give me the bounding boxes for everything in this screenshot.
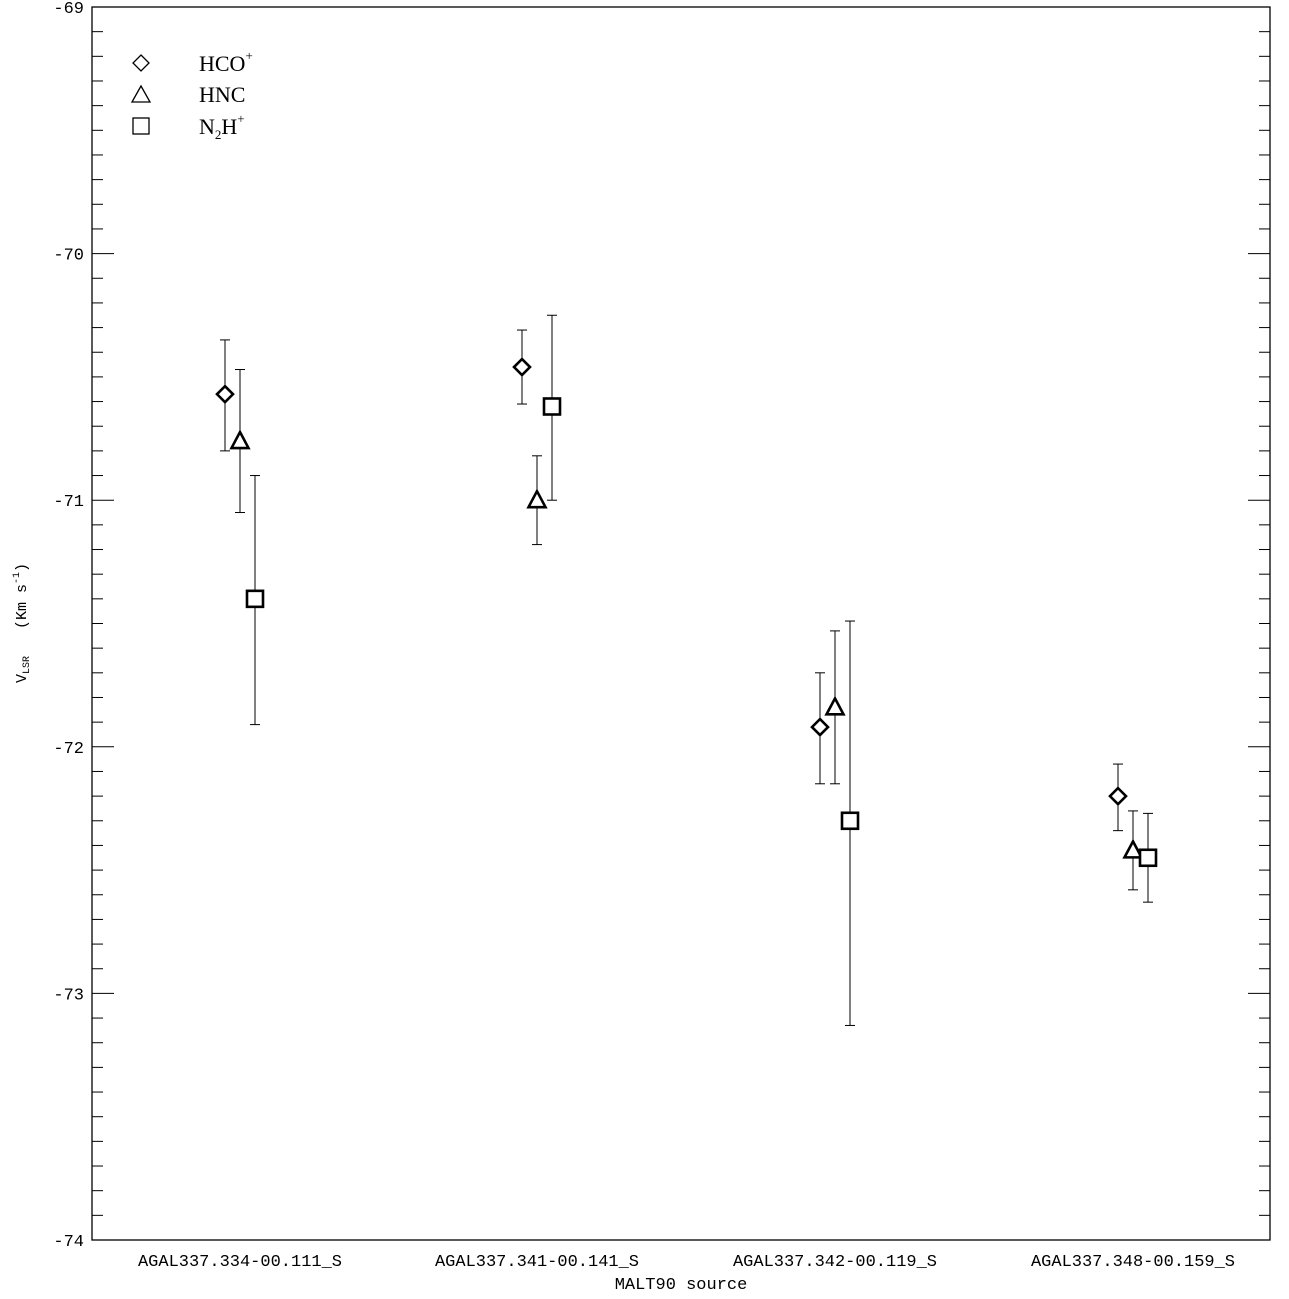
y-tick-label: -69 xyxy=(53,0,84,19)
legend-label-hco: HCO xyxy=(199,51,245,76)
plot-frame xyxy=(91,6,1271,1241)
data-markers xyxy=(215,357,1158,868)
n2h-marker xyxy=(840,811,860,831)
svg-text:HNC: HNC xyxy=(199,82,245,107)
legend-label-n2h-mid: H xyxy=(221,114,237,139)
y-axis-label-main: V xyxy=(14,674,31,683)
legend-label-hnc: HNC xyxy=(199,82,245,107)
y-tick-label: -73 xyxy=(53,986,84,1005)
y-tick-label: -70 xyxy=(53,247,84,266)
x-tick-label: AGAL337.348-00.159_S xyxy=(1031,1253,1235,1272)
legend-triangle-icon xyxy=(130,84,152,103)
svg-text:N2H+: N2H+ xyxy=(199,111,245,142)
n2h-marker xyxy=(542,397,562,416)
svg-text:VLSR (Km s-1): VLSR (Km s-1) xyxy=(12,563,33,683)
y-axis-tick-labels: -69 -70 -71 -72 -73 -74 xyxy=(53,0,84,1252)
legend-label-n2h: N xyxy=(199,114,215,139)
y-axis-label-unit-sup: -1 xyxy=(12,572,23,584)
n2h-marker xyxy=(245,589,265,609)
legend-item-hnc: HNC xyxy=(130,82,245,107)
y-axis-ticks xyxy=(92,6,1270,1241)
y-axis-label-sub: LSR xyxy=(22,656,33,674)
y-tick-label: -74 xyxy=(53,1233,84,1252)
legend-square-icon xyxy=(132,117,150,135)
x-tick-label: AGAL337.334-00.111_S xyxy=(138,1253,342,1272)
hnc-marker xyxy=(824,695,846,716)
hnc-marker xyxy=(526,488,548,509)
y-axis-label-unit-close: ) xyxy=(14,563,31,572)
n2h-marker xyxy=(1138,848,1158,868)
legend-diamond-icon xyxy=(132,54,150,72)
y-tick-label: -72 xyxy=(53,740,84,759)
error-bars xyxy=(220,314,1153,1026)
hco-marker xyxy=(215,384,235,405)
legend-label-n2h-sup: + xyxy=(237,111,244,126)
x-axis-label: MALT90 source xyxy=(615,1276,748,1295)
hco-marker xyxy=(810,717,830,737)
x-tick-label: AGAL337.341-00.141_S xyxy=(435,1253,639,1272)
x-tick-label: AGAL337.342-00.119_S xyxy=(733,1253,937,1272)
legend-label-n2h-sub: 2 xyxy=(215,127,222,142)
x-axis-tick-labels: AGAL337.334-00.111_S AGAL337.341-00.141_S… xyxy=(138,1253,1235,1272)
y-tick-label: -71 xyxy=(53,493,84,512)
hnc-marker xyxy=(229,429,251,450)
legend-item-n2h: N2H+ xyxy=(132,111,245,142)
hnc-marker xyxy=(1122,838,1144,859)
legend-item-hco: HCO+ xyxy=(132,48,253,76)
hco-marker xyxy=(512,357,532,377)
legend: HCO+ HNC N2H+ xyxy=(130,48,253,142)
y-axis-label-unit: (Km s xyxy=(14,584,31,629)
hco-marker xyxy=(1108,786,1128,806)
legend-label-hco-sup: + xyxy=(245,48,252,63)
svg-text:HCO+: HCO+ xyxy=(199,48,253,76)
y-axis-label: VLSR (Km s-1) xyxy=(12,563,33,683)
